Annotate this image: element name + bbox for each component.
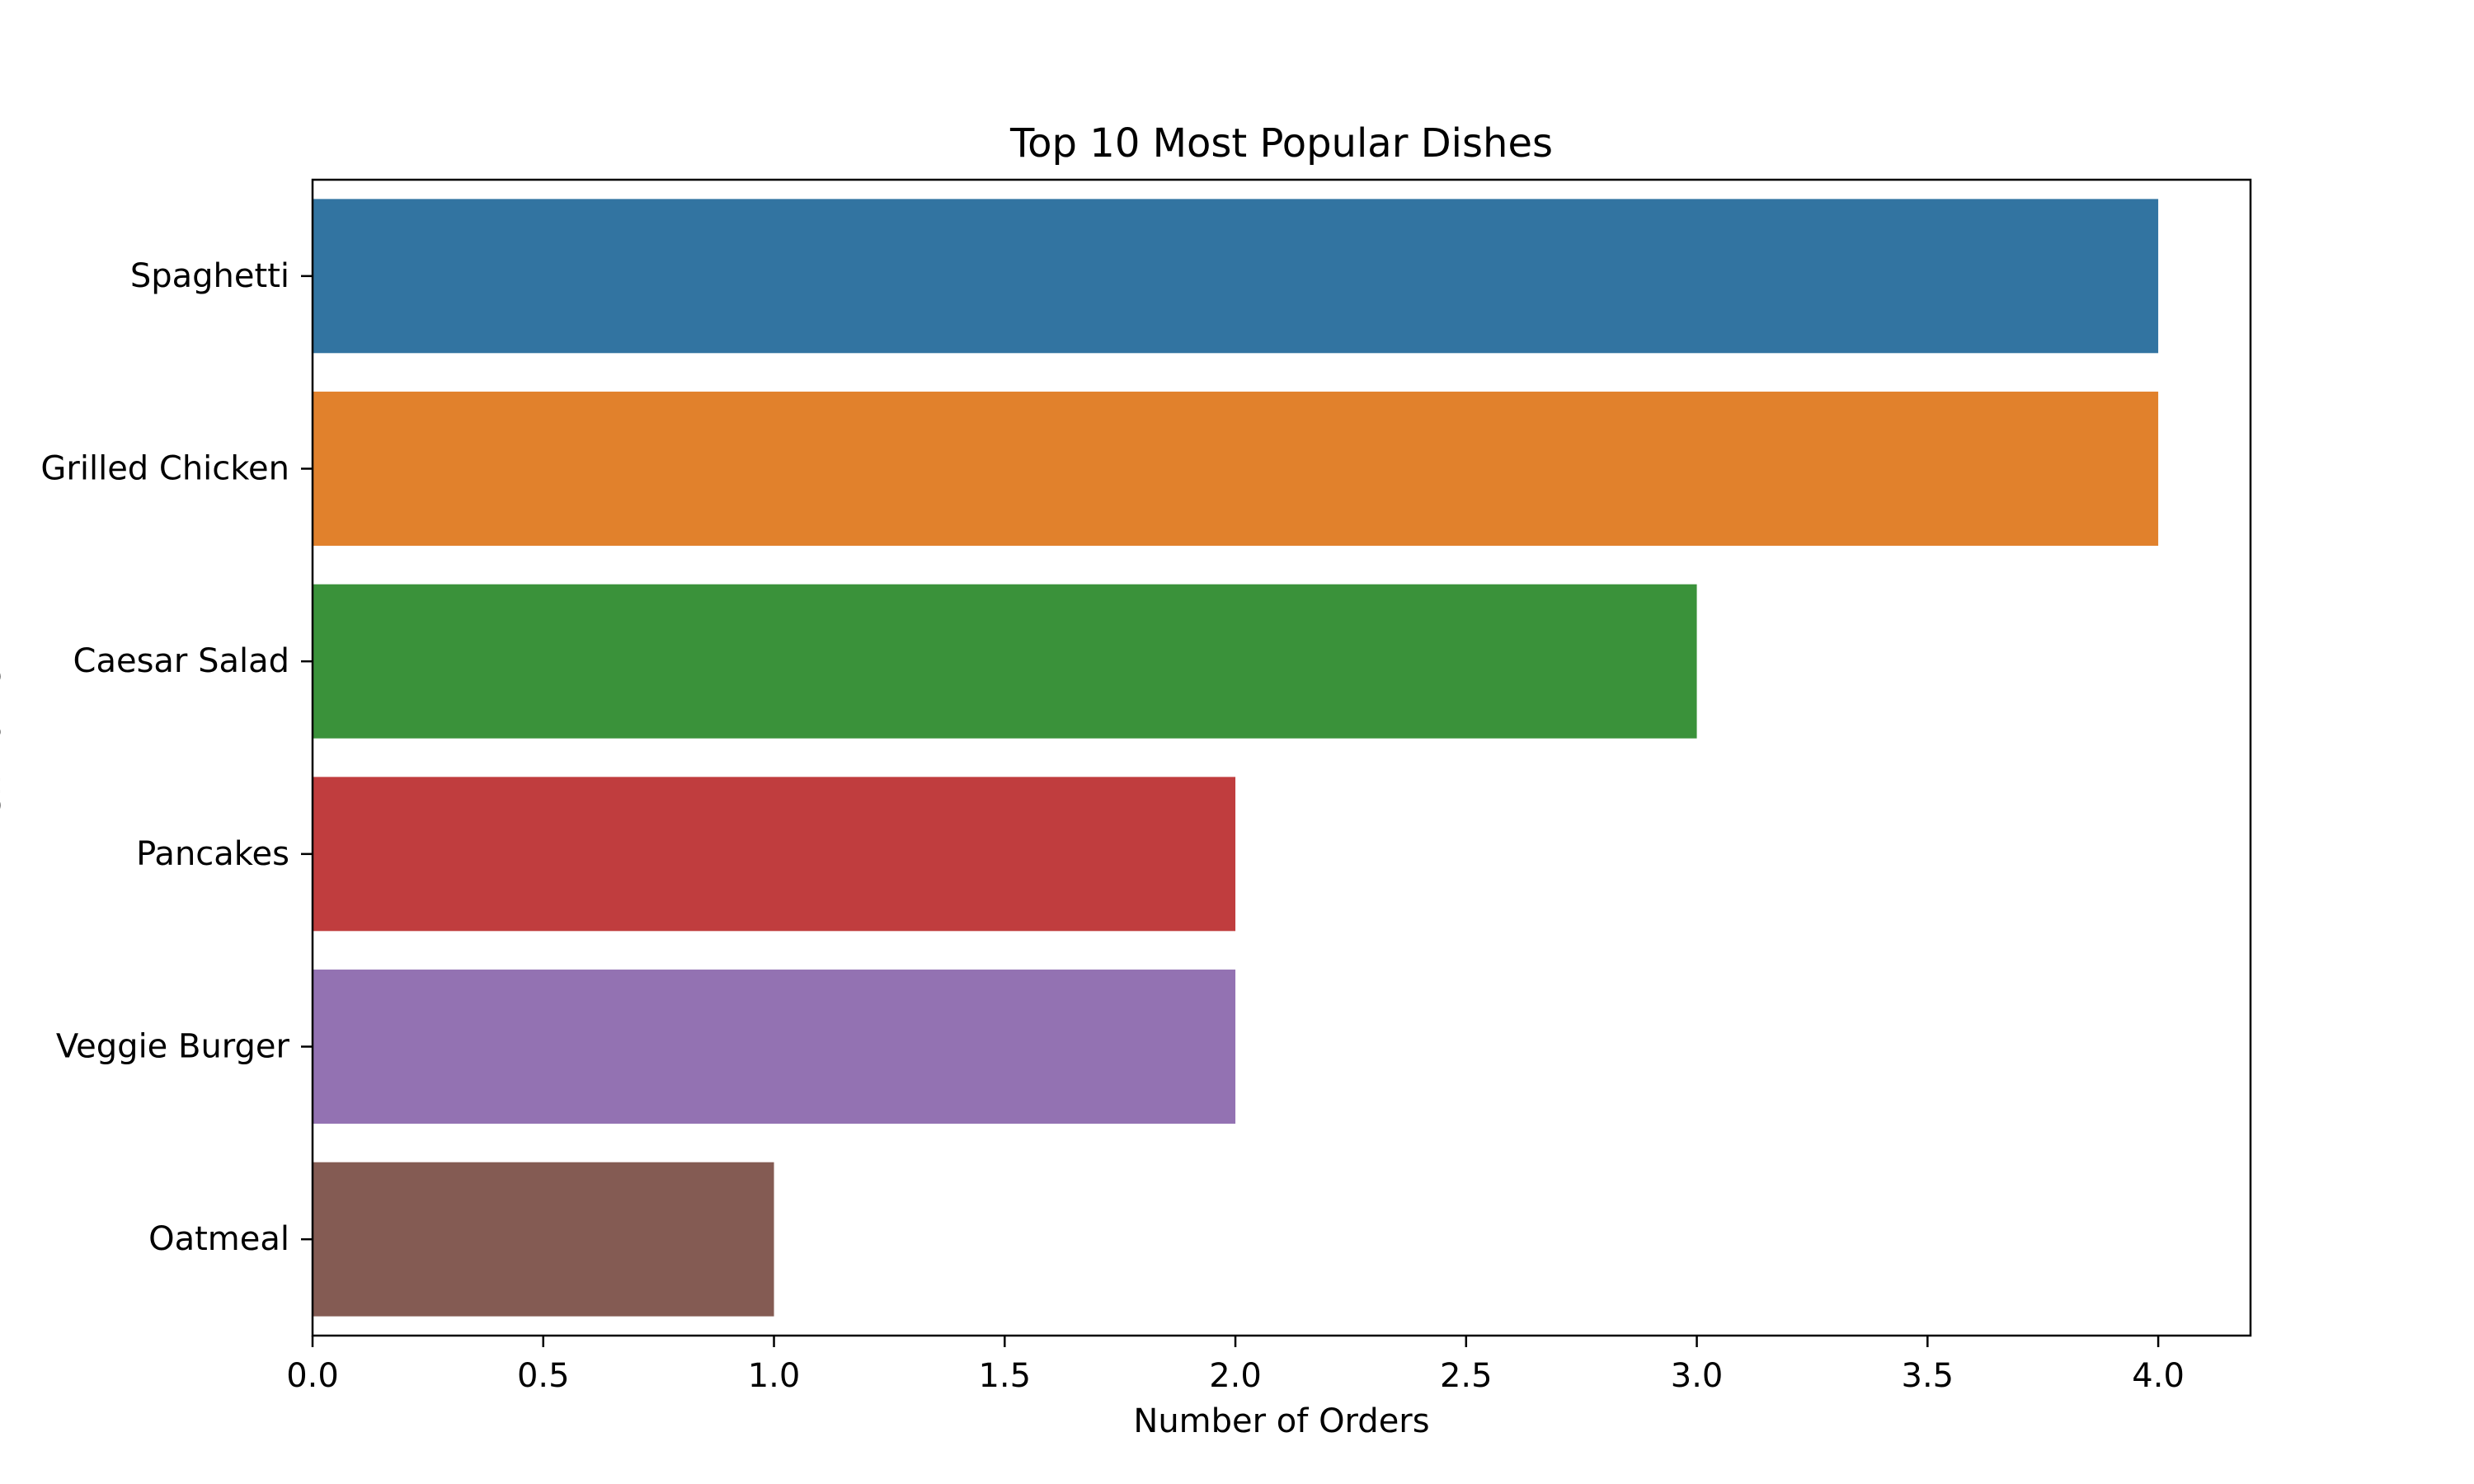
x-tick-label: 3.0 <box>1671 1357 1724 1395</box>
x-tick-label: 0.5 <box>517 1357 570 1395</box>
x-axis-ticks: 0.0 0.5 1.0 1.5 2.0 2.5 3.0 3.5 4.0 <box>286 1336 2185 1395</box>
bars <box>313 199 2159 1317</box>
x-tick-label: 1.0 <box>748 1357 801 1395</box>
x-tick-label: 3.5 <box>1902 1357 1954 1395</box>
bar-spaghetti <box>313 199 2159 354</box>
y-axis-ticks: Spaghetti Grilled Chicken Caesar Salad Panc… <box>40 257 313 1258</box>
y-tick-label: Veggie Burger <box>56 1028 290 1066</box>
x-tick-label: 0.0 <box>286 1357 339 1395</box>
bar-oatmeal <box>313 1162 774 1317</box>
axes-frame <box>311 178 2252 1337</box>
bar-caesar-salad <box>313 584 1697 739</box>
chart-title: Top 10 Most Popular Dishes <box>1009 120 1553 167</box>
x-tick-label: 1.5 <box>978 1357 1031 1395</box>
y-tick-label: Spaghetti <box>130 257 289 295</box>
bar-veggie-burger <box>313 970 1236 1124</box>
x-tick-label: 4.0 <box>2132 1357 2185 1395</box>
y-tick-label: Pancakes <box>136 835 289 873</box>
y-tick-label: Oatmeal <box>148 1220 289 1258</box>
x-axis-label: Number of Orders <box>1133 1402 1429 1440</box>
bar-grilled-chicken <box>313 392 2159 546</box>
x-tick-label: 2.0 <box>1209 1357 1262 1395</box>
y-axis-label: Dish Name <box>0 668 8 848</box>
bar-pancakes <box>313 777 1236 932</box>
y-tick-label: Grilled Chicken <box>40 450 289 488</box>
plot-area: 0.0 0.5 1.0 1.5 2.0 2.5 3.0 3.5 4.0 Spaghetti Gri… <box>40 178 2252 1395</box>
y-tick-label: Caesar Salad <box>73 642 289 680</box>
x-tick-label: 2.5 <box>1440 1357 1493 1395</box>
